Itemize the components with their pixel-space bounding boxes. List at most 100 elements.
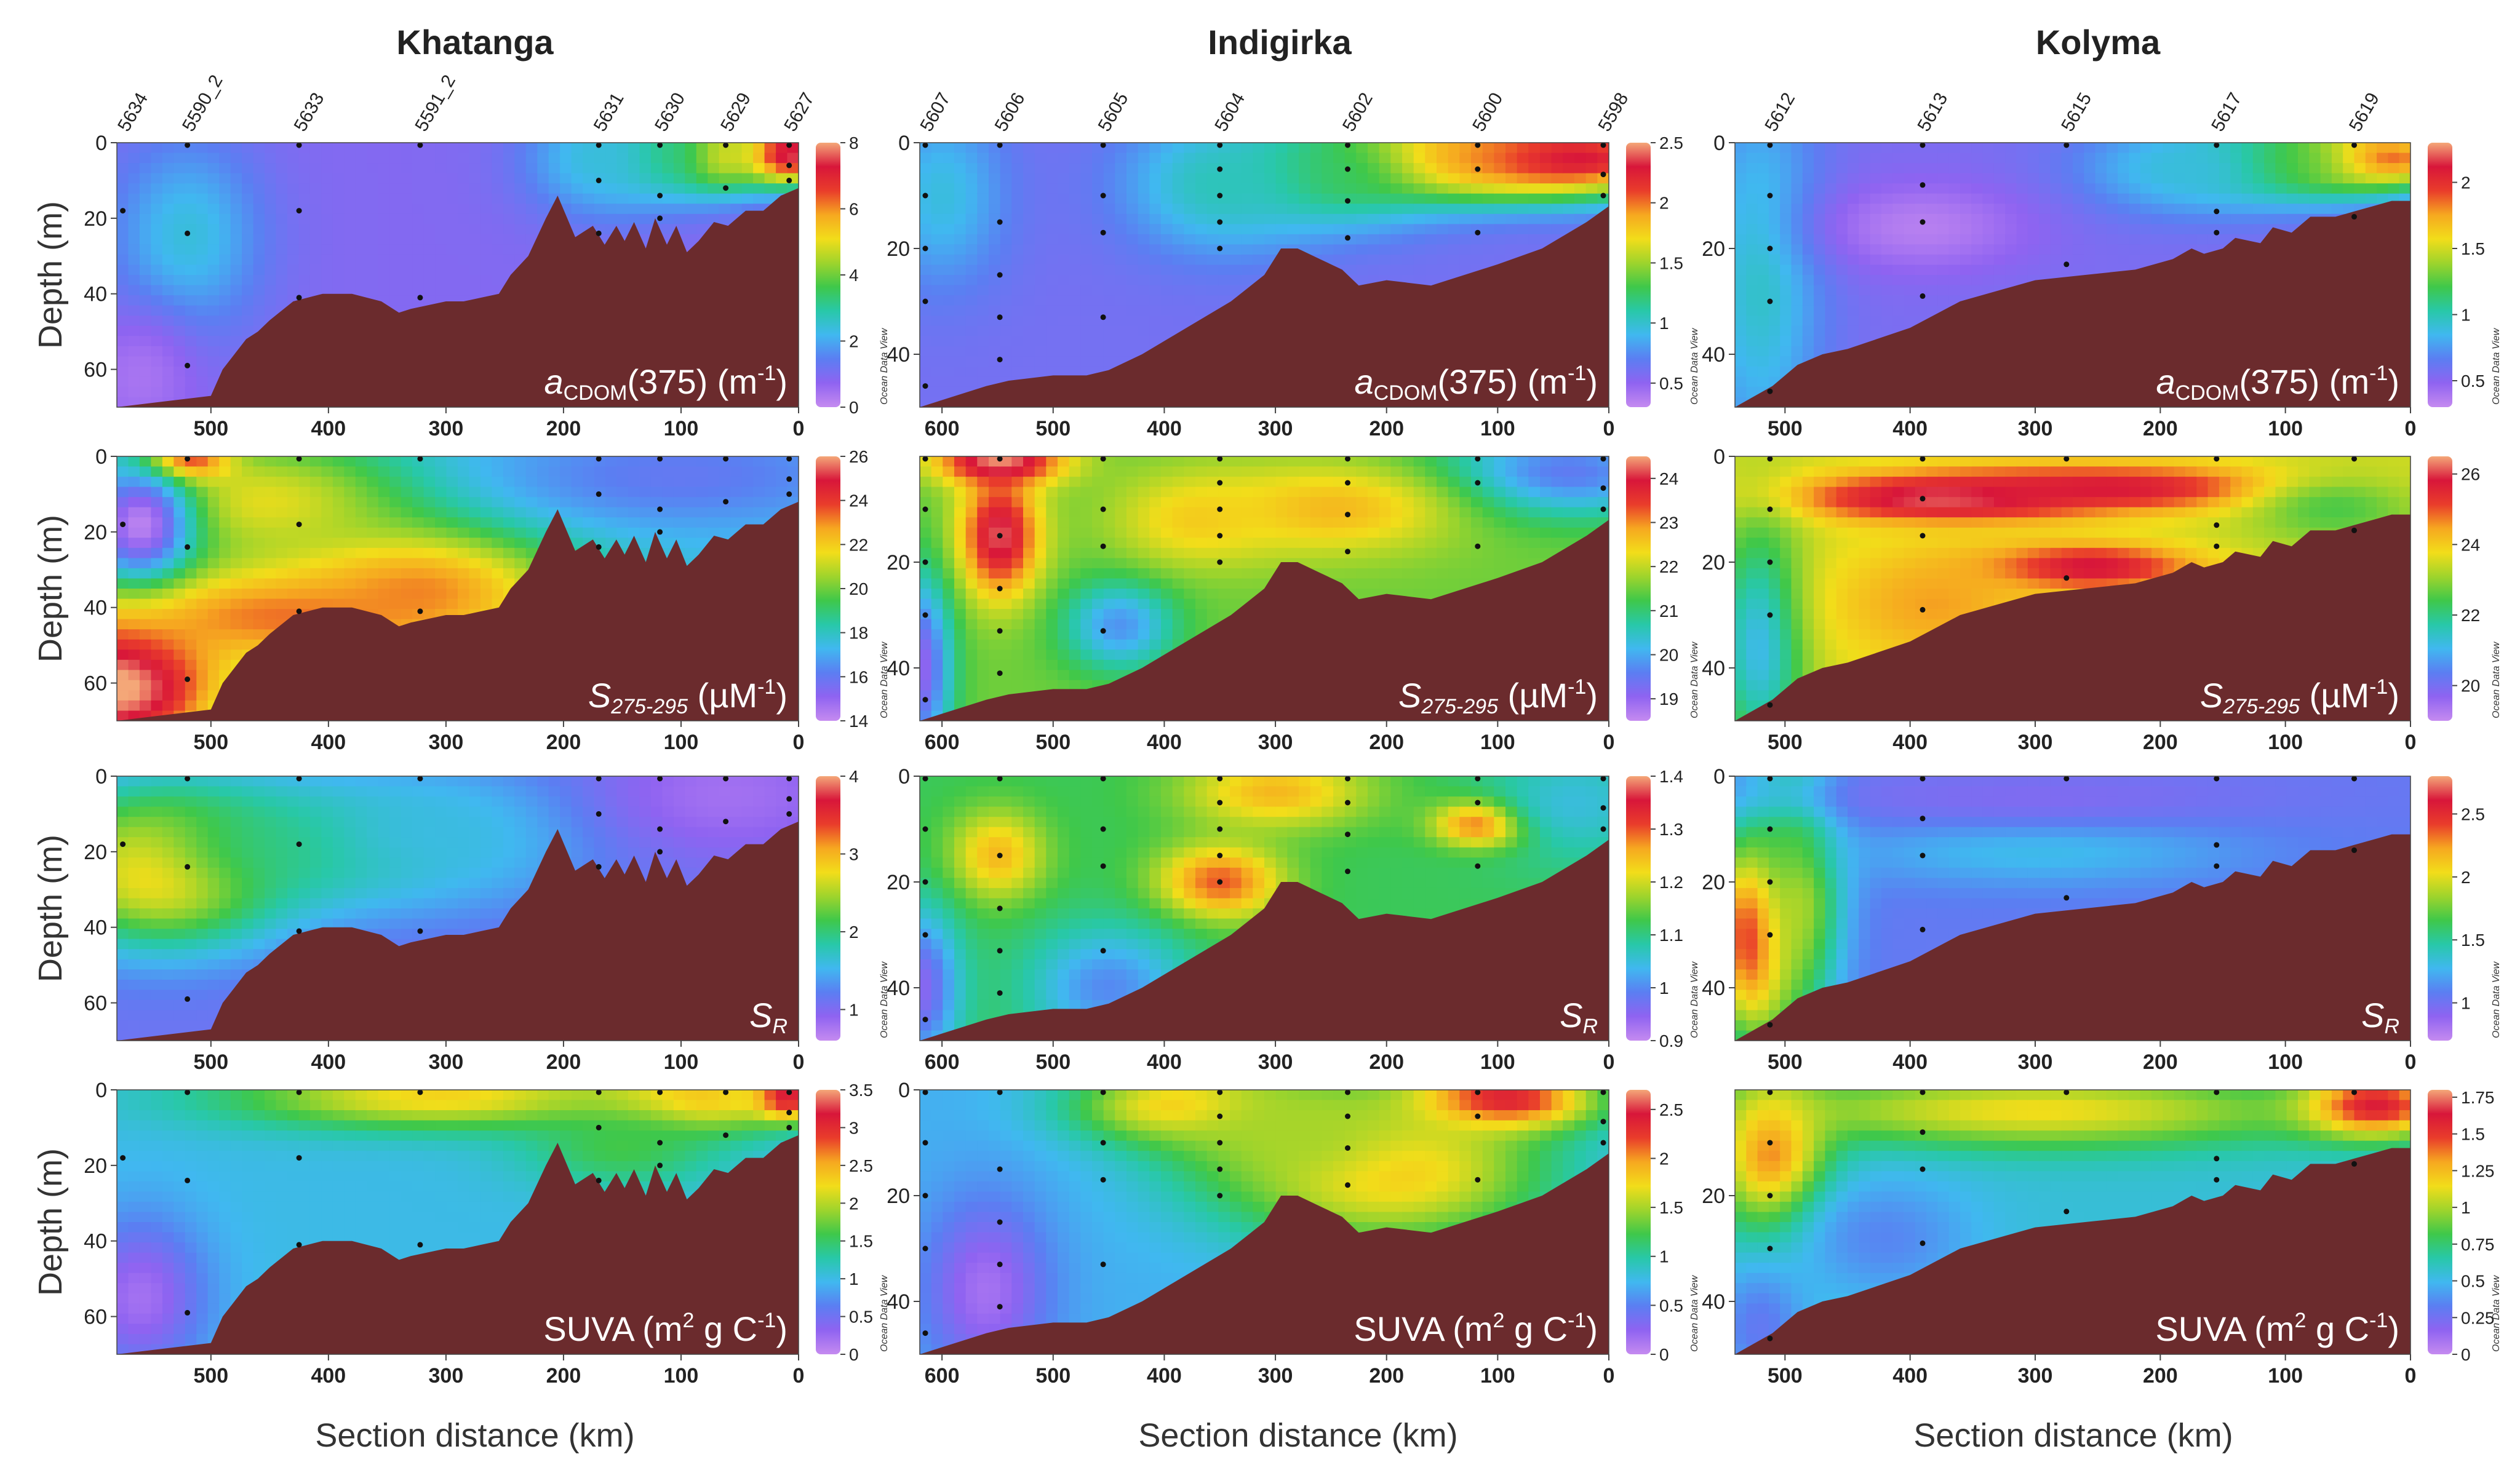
heatmap-cell	[2016, 234, 2028, 245]
heatmap-cell	[2140, 244, 2153, 255]
heatmap-cell	[139, 466, 152, 477]
heatmap-cell	[1482, 153, 1495, 164]
heatmap-cell	[965, 153, 978, 164]
heatmap-cell	[1937, 234, 1950, 245]
heatmap-cell	[1574, 143, 1587, 154]
heatmap-cell	[931, 224, 944, 235]
heatmap-cell	[696, 153, 709, 164]
heatmap-cell	[219, 234, 231, 245]
heatmap-cell	[920, 275, 932, 286]
heatmap-cell	[151, 639, 163, 651]
heatmap-cell	[965, 163, 978, 174]
heatmap-cell	[128, 486, 140, 498]
heatmap-cell	[139, 639, 152, 651]
heatmap-cell	[2331, 143, 2344, 154]
heatmap-cell	[954, 325, 967, 337]
heatmap-cell	[1000, 366, 1013, 378]
heatmap-cell	[1230, 204, 1242, 215]
heatmap-cell	[1971, 234, 1984, 245]
heatmap-cell	[965, 254, 978, 266]
heatmap-cell	[253, 295, 266, 306]
heatmap-cell	[503, 264, 516, 276]
heatmap-cell	[753, 163, 765, 174]
heatmap-cell	[931, 183, 944, 194]
heatmap-cell	[1735, 305, 1747, 317]
heatmap-cell	[1241, 254, 1254, 266]
heatmap-cell	[378, 143, 391, 154]
heatmap-cell	[764, 173, 777, 185]
heatmap-cell	[1848, 275, 1860, 286]
heatmap-cell	[1138, 285, 1150, 296]
heatmap-cell	[719, 204, 732, 215]
heatmap-cell	[1937, 143, 1950, 154]
heatmap-cell	[943, 213, 955, 225]
heatmap-cell	[1023, 325, 1035, 337]
heatmap-cell	[1046, 356, 1058, 367]
heatmap-cell	[1138, 173, 1150, 185]
heatmap-cell	[412, 234, 425, 245]
heatmap-cell	[2050, 153, 2062, 164]
heatmap-cell	[2252, 143, 2265, 154]
heatmap-cell	[1206, 153, 1219, 164]
heatmap-cell	[1848, 305, 1860, 317]
heatmap-cell	[1825, 264, 1837, 276]
x-tick-label: 0	[1603, 417, 1615, 440]
heatmap-cell	[1138, 254, 1150, 266]
heatmap-cell	[128, 589, 140, 600]
heatmap-cell	[469, 153, 481, 164]
heatmap-cell	[2016, 173, 2028, 185]
sample-point	[120, 208, 126, 214]
heatmap-cell	[2073, 213, 2085, 225]
heatmap-cell	[1000, 173, 1013, 185]
heatmap-cell	[151, 670, 163, 681]
colorbar-tick-label: 1.5	[1659, 253, 1683, 272]
seafloor-kolyma	[1735, 201, 2410, 407]
heatmap-cell	[321, 173, 333, 185]
heatmap-cell	[2016, 204, 2028, 215]
heatmap-cell	[1195, 254, 1208, 266]
heatmap-cell	[1218, 295, 1230, 306]
heatmap-cell	[1836, 204, 1848, 215]
heatmap-cell	[965, 244, 978, 255]
heatmap-cell	[1287, 143, 1299, 154]
heatmap-cell	[1768, 285, 1781, 296]
panel-frame	[1734, 142, 2411, 408]
heatmap-cell	[151, 213, 163, 225]
sample-point	[596, 230, 602, 236]
heatmap-cell	[230, 204, 243, 215]
heatmap-cell	[128, 558, 140, 569]
heatmap-cell	[1368, 244, 1380, 255]
heatmap-cell	[1368, 264, 1380, 276]
heatmap-cell	[1848, 173, 1860, 185]
heatmap-cell	[2185, 213, 2198, 225]
heatmap-cell	[1915, 193, 1928, 205]
heatmap-cell	[685, 204, 697, 215]
heatmap-cell	[1870, 234, 1882, 245]
heatmap-cell	[367, 244, 379, 255]
heatmap-cell	[2106, 153, 2119, 164]
heatmap-cell	[332, 193, 345, 205]
heatmap-cell	[1080, 305, 1093, 317]
heatmap-cell	[355, 173, 368, 185]
heatmap-cell	[219, 153, 231, 164]
heatmap-cell	[1161, 275, 1173, 286]
heatmap-cell	[1859, 264, 1871, 276]
heatmap-cell	[1046, 234, 1058, 245]
heatmap-cell	[128, 376, 140, 387]
heatmap-cell	[1993, 153, 2006, 164]
heatmap-cell	[2331, 153, 2344, 164]
heatmap-cell	[287, 193, 300, 205]
heatmap-cell	[954, 264, 967, 276]
heatmap-cell	[207, 366, 220, 378]
heatmap-cell	[989, 234, 1001, 245]
heatmap-cell	[2005, 275, 2017, 286]
heatmap-cell	[1482, 244, 1495, 255]
heatmap-cell	[2084, 254, 2096, 266]
heatmap-cell	[1948, 143, 1961, 154]
heatmap-cell	[1448, 163, 1461, 174]
heatmap-cell	[1161, 193, 1173, 205]
heatmap-cell	[139, 477, 152, 488]
heatmap-cell	[162, 507, 175, 518]
heatmap-cell	[344, 163, 356, 174]
heatmap-cell	[628, 204, 640, 215]
